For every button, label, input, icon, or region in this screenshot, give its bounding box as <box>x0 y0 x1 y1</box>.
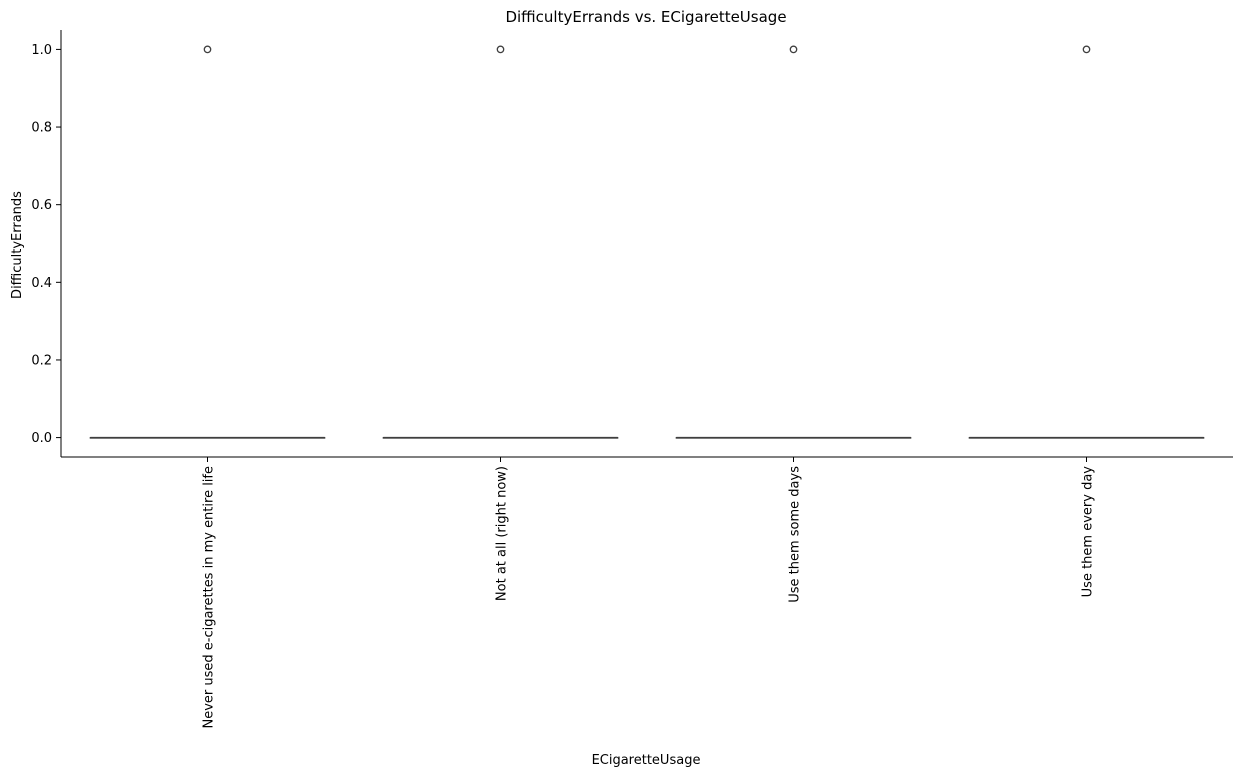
outlier-point <box>496 45 505 54</box>
x-tick-label: Use them every day <box>1081 466 1096 598</box>
y-axis: 0.0 0.2 0.4 0.6 0.8 1.0 <box>31 30 62 457</box>
y-tick-label: 0.4 <box>31 276 52 291</box>
y-tick-label: 0.8 <box>31 121 52 136</box>
outlier-point <box>1082 45 1091 54</box>
y-axis-label: DifficultyErrands <box>10 191 25 299</box>
y-tick-label: 0.0 <box>31 431 52 446</box>
y-tick-label: 0.6 <box>31 198 52 213</box>
plot-area <box>89 45 1205 439</box>
chart-title: DifficultyErrands vs. ECigaretteUsage <box>505 8 786 26</box>
y-tick-label: 1.0 <box>31 43 52 58</box>
x-tick-label: Not at all (right now) <box>495 466 510 601</box>
x-tick-label: Use them some days <box>788 466 803 603</box>
y-tick-label: 0.2 <box>31 353 52 368</box>
x-axis: Never used e-cigarettes in my entire lif… <box>61 456 1233 729</box>
outlier-point <box>203 45 212 54</box>
outlier-point <box>789 45 798 54</box>
x-tick-label: Never used e-cigarettes in my entire lif… <box>202 466 217 729</box>
x-axis-label: ECigaretteUsage <box>592 753 701 768</box>
